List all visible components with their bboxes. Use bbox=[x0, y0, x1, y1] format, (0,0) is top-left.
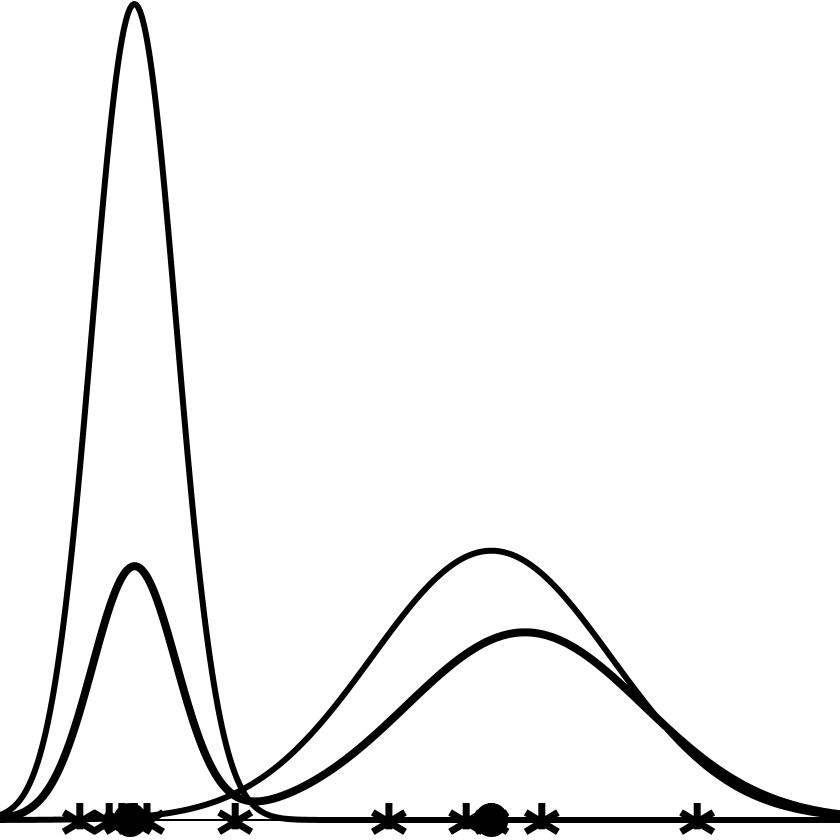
density-curve-2 bbox=[0, 547, 840, 823]
sample-star-6 bbox=[217, 803, 254, 835]
density-curve-3 bbox=[0, 562, 840, 823]
sample-star-10 bbox=[523, 803, 560, 835]
center-dot-2 bbox=[474, 803, 509, 837]
sample-star-1 bbox=[61, 803, 98, 835]
sample-star-7 bbox=[370, 803, 407, 835]
sample-star-11 bbox=[679, 803, 716, 835]
center-dot-1 bbox=[113, 803, 148, 837]
density-curves bbox=[0, 1, 840, 823]
sample-marks bbox=[61, 803, 716, 837]
